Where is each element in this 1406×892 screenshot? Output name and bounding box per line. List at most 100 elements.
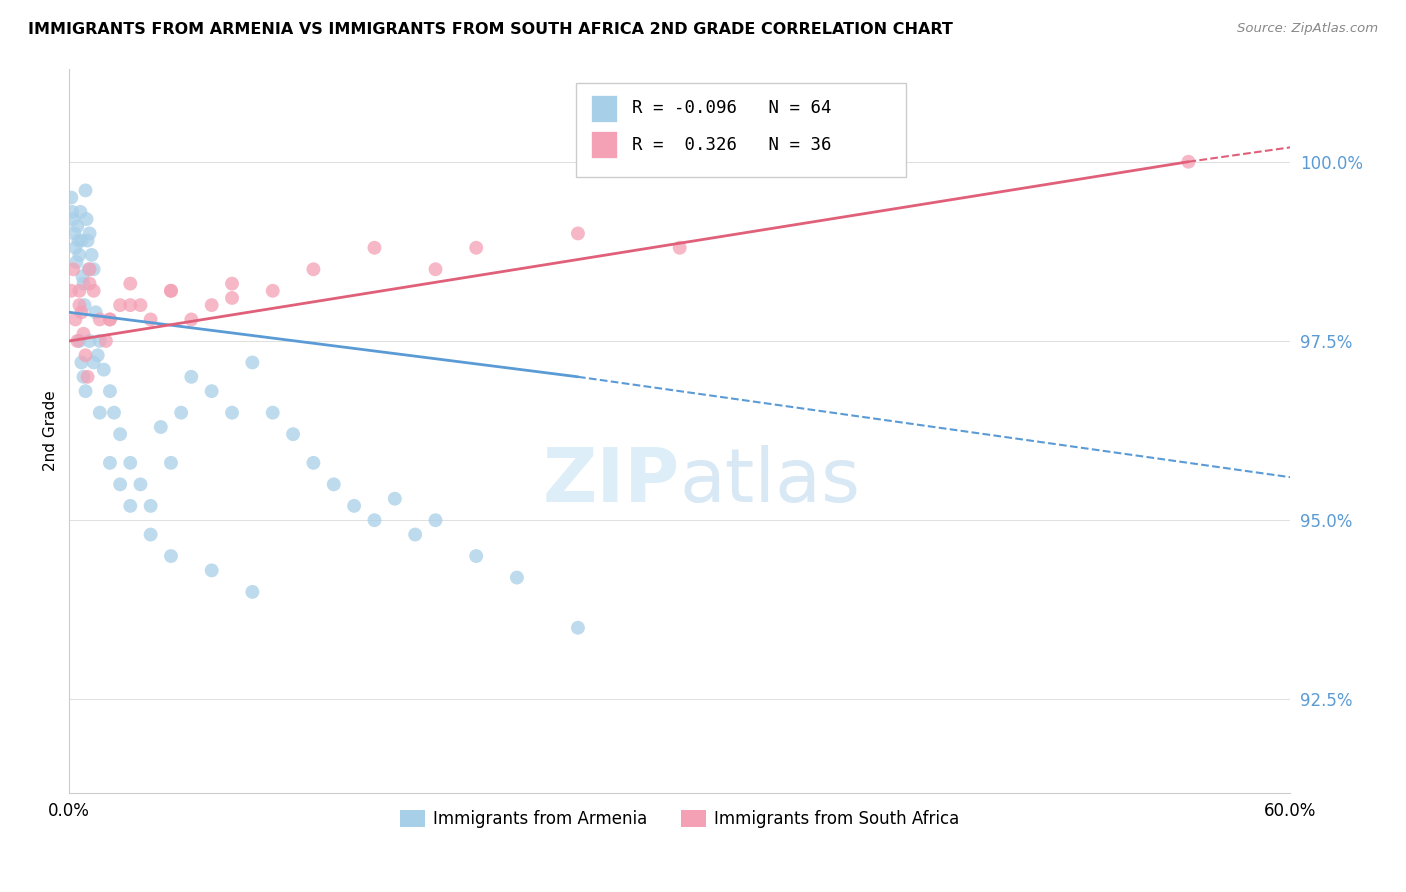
Point — [139, 499, 162, 513]
Point — [98, 312, 121, 326]
Point — [75, 348, 97, 362]
Point — [67, 248, 90, 262]
Point — [201, 384, 224, 399]
Text: atlas: atlas — [679, 445, 860, 517]
Point — [76, 212, 98, 227]
Point — [180, 312, 202, 326]
Text: Source: ZipAtlas.com: Source: ZipAtlas.com — [1237, 22, 1378, 36]
Point — [221, 406, 243, 420]
Point — [201, 563, 224, 577]
Point — [129, 477, 152, 491]
Point — [281, 427, 304, 442]
Point — [98, 384, 121, 399]
Point — [425, 262, 447, 277]
Point — [79, 277, 101, 291]
Point — [465, 241, 488, 255]
Point — [384, 491, 406, 506]
Point — [73, 298, 96, 312]
Bar — [591, 131, 617, 158]
Point — [1177, 154, 1199, 169]
Point — [79, 334, 101, 348]
Point — [506, 570, 529, 584]
Point — [160, 284, 183, 298]
Point — [120, 456, 142, 470]
Text: ZIP: ZIP — [543, 445, 679, 517]
Point — [70, 305, 93, 319]
Point — [262, 284, 284, 298]
Point — [160, 456, 183, 470]
Point — [62, 212, 84, 227]
Point — [668, 241, 690, 255]
Point — [180, 369, 202, 384]
Text: R = -0.096   N = 64: R = -0.096 N = 64 — [633, 99, 831, 118]
Point — [72, 326, 94, 341]
Point — [160, 284, 183, 298]
Point — [66, 219, 89, 234]
Bar — [591, 95, 617, 122]
Legend: Immigrants from Armenia, Immigrants from South Africa: Immigrants from Armenia, Immigrants from… — [394, 804, 966, 835]
Point — [322, 477, 344, 491]
Point — [93, 362, 115, 376]
Point — [201, 298, 224, 312]
Point — [67, 234, 90, 248]
Point — [120, 277, 142, 291]
Point — [67, 334, 90, 348]
Point — [567, 621, 589, 635]
FancyBboxPatch shape — [576, 83, 905, 178]
Point — [108, 298, 131, 312]
Point — [67, 284, 90, 298]
Point — [139, 527, 162, 541]
Point — [465, 549, 488, 563]
Point — [240, 355, 263, 369]
Point — [79, 227, 101, 241]
Point — [425, 513, 447, 527]
Point — [302, 262, 325, 277]
Point — [72, 277, 94, 291]
Point — [262, 406, 284, 420]
Point — [98, 312, 121, 326]
Point — [404, 527, 426, 541]
Point — [160, 549, 183, 563]
Text: IMMIGRANTS FROM ARMENIA VS IMMIGRANTS FROM SOUTH AFRICA 2ND GRADE CORRELATION CH: IMMIGRANTS FROM ARMENIA VS IMMIGRANTS FR… — [28, 22, 953, 37]
Point — [62, 262, 84, 277]
Point — [89, 312, 111, 326]
Point — [70, 234, 93, 248]
Point — [75, 183, 97, 197]
Point — [70, 355, 93, 369]
Point — [60, 284, 83, 298]
Point — [302, 456, 325, 470]
Point — [84, 305, 107, 319]
Point — [87, 348, 110, 362]
Point — [72, 369, 94, 384]
Point — [139, 312, 162, 326]
Point — [98, 456, 121, 470]
Point — [94, 334, 117, 348]
Point — [76, 369, 98, 384]
Point — [65, 241, 87, 255]
Point — [83, 262, 105, 277]
Point — [60, 190, 83, 204]
Point — [240, 585, 263, 599]
Point — [83, 284, 105, 298]
Point — [149, 420, 172, 434]
Point — [79, 262, 101, 277]
Point — [80, 248, 103, 262]
Y-axis label: 2nd Grade: 2nd Grade — [44, 390, 58, 471]
Point — [67, 298, 90, 312]
Point — [89, 406, 111, 420]
Point — [108, 477, 131, 491]
Point — [363, 513, 385, 527]
Point — [72, 269, 94, 284]
Point — [65, 312, 87, 326]
Point — [567, 227, 589, 241]
Point — [363, 241, 385, 255]
Point — [65, 255, 87, 269]
Point — [343, 499, 366, 513]
Point — [83, 355, 105, 369]
Point — [60, 205, 83, 219]
Point — [221, 277, 243, 291]
Point — [120, 298, 142, 312]
Point — [221, 291, 243, 305]
Point — [129, 298, 152, 312]
Text: R =  0.326   N = 36: R = 0.326 N = 36 — [633, 136, 831, 153]
